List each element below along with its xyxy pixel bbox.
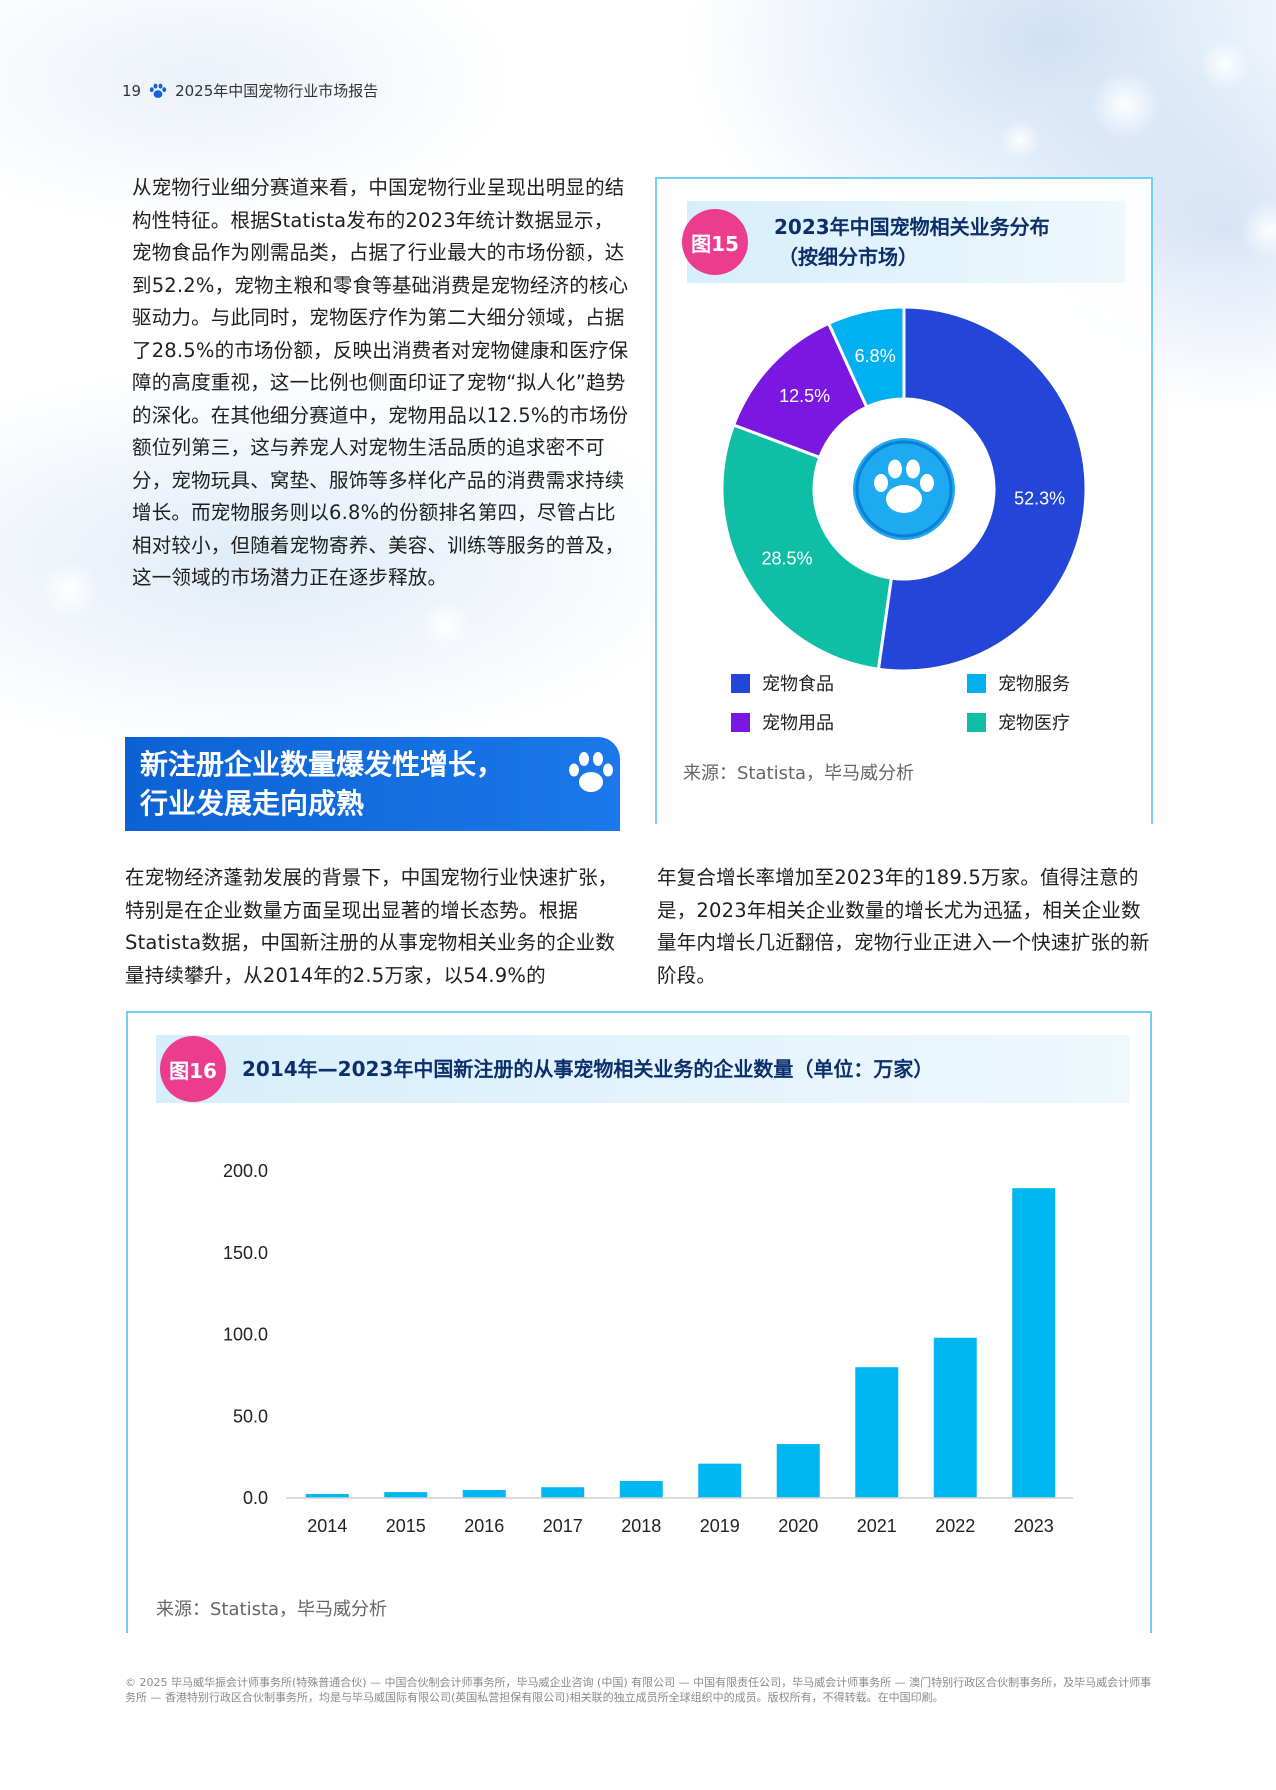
legend-item-service: 宠物服务 — [967, 670, 1117, 696]
bar-2019 — [698, 1463, 742, 1498]
legend-swatch — [731, 712, 750, 732]
figure-15-title-line2: （按细分市场） — [778, 245, 918, 269]
legend-item-medical: 宠物医疗 — [967, 709, 1117, 735]
bokeh-dot — [40, 560, 100, 620]
copyright-footer: © 2025 毕马威华振会计师事务所(特殊普通合伙) — 中国合伙制会计师事务所… — [125, 1676, 1152, 1704]
donut-slice-label: 12.5% — [779, 386, 830, 406]
figure-16-badge: 图16 — [160, 1036, 226, 1102]
report-title: 2025年中国宠物行业市场报告 — [175, 82, 379, 100]
figure-16-title: 2014年—2023年中国新注册的从事宠物相关业务的企业数量（单位：万家） — [242, 1057, 934, 1081]
bar-2016 — [462, 1489, 506, 1498]
y-tick-label: 50.0 — [233, 1406, 268, 1426]
donut-chart: 52.3% 28.5% 12.5% 6.8% — [720, 305, 1088, 673]
donut-slice-label: 52.3% — [1014, 489, 1065, 509]
growth-paragraph-right: 年复合增长率增加至2023年的189.5万家。值得注意的是，2023年相关企业数… — [657, 866, 1150, 987]
x-tick-label: 2021 — [857, 1516, 897, 1536]
x-tick-label: 2019 — [700, 1516, 740, 1536]
figure-16-header: 图16 2014年—2023年中国新注册的从事宠物相关业务的企业数量（单位：万家… — [156, 1035, 1130, 1103]
figure-15-title-line1: 2023年中国宠物相关业务分布 — [774, 215, 1050, 239]
paw-icon — [569, 752, 613, 792]
figure-15-badge: 图15 — [682, 209, 748, 275]
legend-label: 宠物用品 — [762, 713, 834, 734]
bokeh-dot — [1000, 120, 1040, 160]
page-number: 19 — [122, 81, 142, 100]
bar-2020 — [776, 1444, 820, 1498]
x-tick-label: 2023 — [1014, 1516, 1054, 1536]
figure-16-source: 来源：Statista，毕马威分析 — [156, 1599, 388, 1620]
figure-15-header: 图15 2023年中国宠物相关业务分布 （按细分市场） — [682, 201, 1125, 283]
x-tick-label: 2018 — [621, 1516, 661, 1536]
figure-15-title: 2023年中国宠物相关业务分布 （按细分市场） — [774, 212, 1050, 272]
bokeh-dot — [1200, 40, 1250, 90]
x-tick-label: 2015 — [386, 1516, 426, 1536]
x-tick-label: 2017 — [543, 1516, 583, 1536]
paw-icon — [149, 83, 167, 98]
bar-2015 — [384, 1492, 428, 1498]
bar-chart: 0.0 50.0 100.0 150.0 200.0 2014 2015 2016 2017 2… — [223, 1161, 1073, 1536]
donut-slice-label: 28.5% — [761, 548, 812, 568]
legend-item-supplies: 宠物用品 — [731, 709, 967, 735]
legend-label: 宠物服务 — [998, 674, 1070, 695]
donut-slice-3 — [826, 305, 906, 410]
figure-15-panel: 图15 2023年中国宠物相关业务分布 （按细分市场） 52.3% 28.5% 12… — [655, 177, 1153, 824]
figure-15-legend: 宠物食品 宠物服务 宠物用品 宠物医疗 — [731, 670, 1117, 735]
y-tick-label: 150.0 — [223, 1243, 268, 1263]
bar-2017 — [541, 1487, 585, 1498]
growth-paragraph-left: 在宠物经济蓬勃发展的背景下，中国宠物行业快速扩张，特别是在企业数量方面呈现出显著… — [125, 866, 618, 987]
donut-center-ring — [855, 440, 953, 538]
x-tick-label: 2014 — [307, 1516, 347, 1536]
y-tick-label: 0.0 — [243, 1488, 268, 1508]
x-tick-label: 2022 — [935, 1516, 975, 1536]
donut-slice-label: 6.8% — [855, 346, 896, 366]
bar-2014 — [305, 1493, 349, 1498]
legend-swatch — [731, 673, 750, 693]
page-header: 19 2025年中国宠物行业市场报告 — [122, 80, 378, 101]
x-tick-label: 2020 — [778, 1516, 818, 1536]
bar-2021 — [855, 1367, 899, 1498]
legend-label: 宠物食品 — [762, 674, 834, 695]
bokeh-dot — [420, 600, 470, 650]
bar-2023 — [1012, 1188, 1056, 1498]
y-tick-label: 200.0 — [223, 1161, 268, 1181]
figure-15-source: 来源：Statista，毕马威分析 — [683, 763, 915, 784]
donut-slice-0 — [876, 305, 1088, 673]
legend-swatch — [967, 673, 986, 693]
paw-icon — [874, 459, 934, 513]
figure-16-panel: 图16 2014年—2023年中国新注册的从事宠物相关业务的企业数量（单位：万家… — [126, 1011, 1152, 1633]
legend-item-food: 宠物食品 — [731, 670, 967, 696]
intro-paragraph: 从宠物行业细分赛道来看，中国宠物行业呈现出明显的结构性特征。根据Statista… — [132, 176, 629, 589]
donut-slice-1 — [720, 423, 894, 671]
bar-2022 — [933, 1337, 977, 1498]
legend-label: 宠物医疗 — [998, 713, 1070, 734]
section-banner: 新注册企业数量爆发性增长，行业发展走向成熟 — [125, 737, 620, 831]
bar-2018 — [619, 1480, 663, 1498]
x-tick-label: 2016 — [464, 1516, 504, 1536]
section-title: 新注册企业数量爆发性增长，行业发展走向成熟 — [140, 748, 505, 820]
y-tick-label: 100.0 — [223, 1325, 268, 1345]
legend-swatch — [967, 712, 986, 732]
bokeh-dot — [1090, 70, 1160, 140]
